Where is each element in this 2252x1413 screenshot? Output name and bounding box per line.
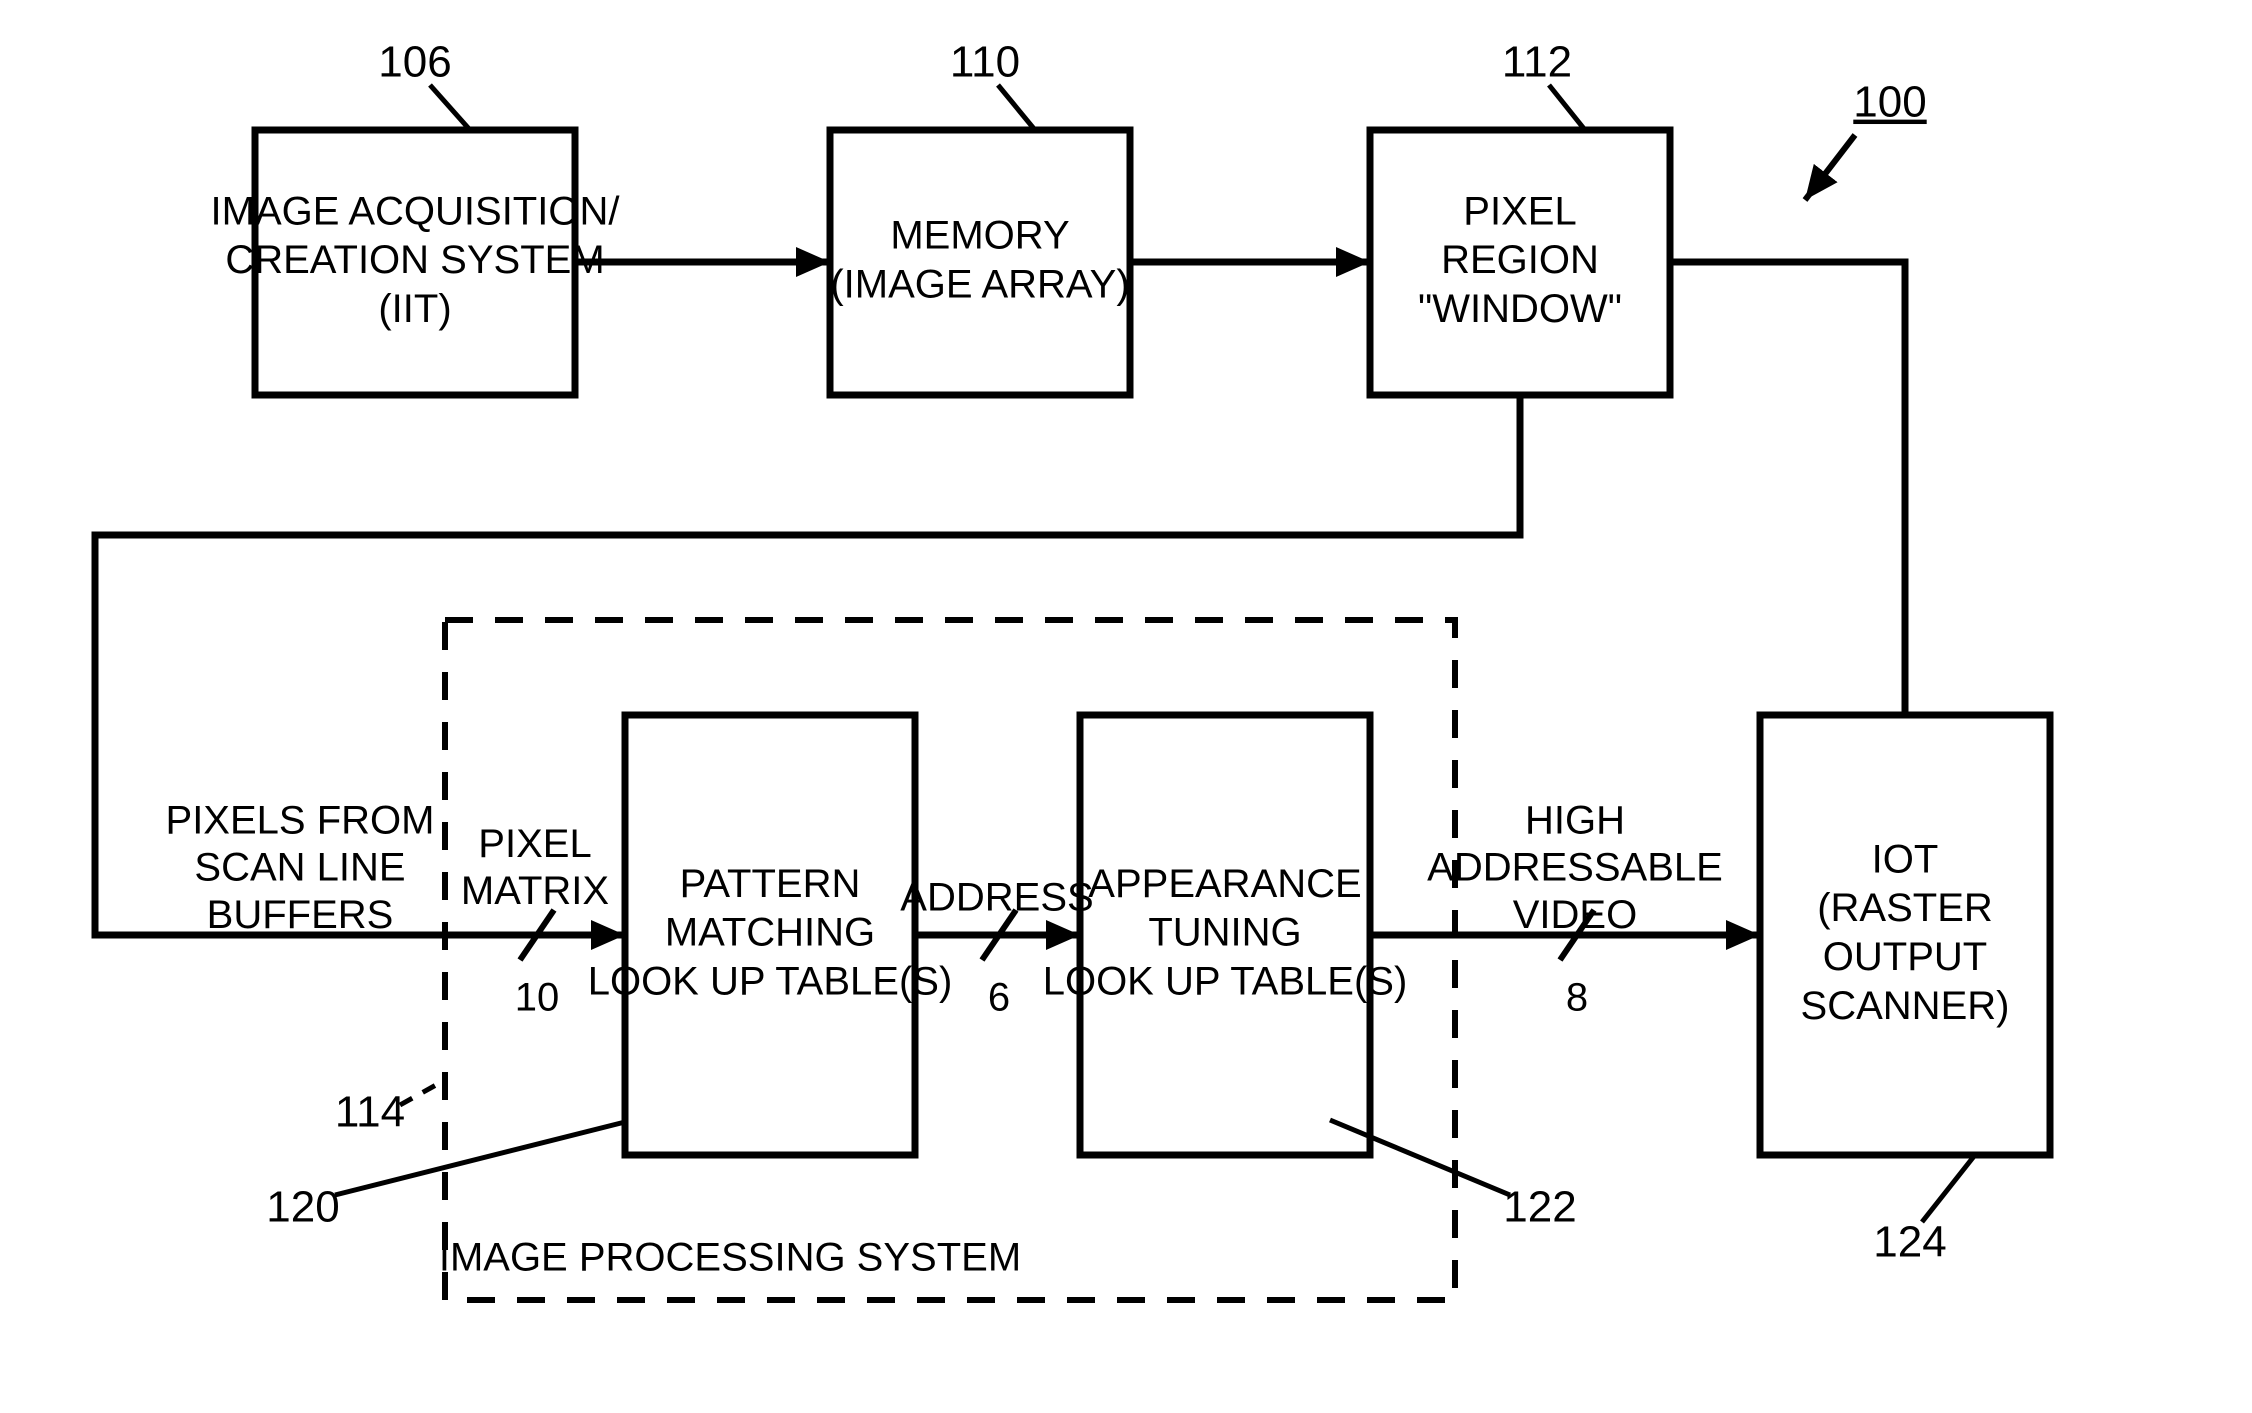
refnum: 122 — [1503, 1183, 1576, 1232]
svg-text:PIXEL: PIXEL — [1463, 189, 1576, 233]
svg-text:LOOK UP TABLE(S): LOOK UP TABLE(S) — [1043, 959, 1408, 1003]
svg-text:PATTERN: PATTERN — [680, 862, 861, 906]
svg-text:BUFFERS: BUFFERS — [207, 893, 394, 937]
refnum: 110 — [950, 38, 1020, 87]
svg-text:PIXELS FROM: PIXELS FROM — [166, 798, 435, 842]
svg-text:(IIT): (IIT) — [378, 287, 451, 331]
svg-text:OUTPUT: OUTPUT — [1823, 935, 1987, 979]
svg-text:REGION: REGION — [1441, 238, 1599, 282]
refnum: 124 — [1873, 1218, 1946, 1267]
svg-text:MATCHING: MATCHING — [665, 911, 875, 955]
refnum: 112 — [1502, 38, 1572, 87]
refnum: 114 — [335, 1088, 405, 1137]
svg-text:8: 8 — [1566, 976, 1588, 1020]
svg-text:10: 10 — [515, 976, 560, 1020]
svg-text:HIGH: HIGH — [1525, 798, 1625, 842]
svg-text:LOOK UP TABLE(S): LOOK UP TABLE(S) — [588, 959, 953, 1003]
svg-text:CREATION SYSTEM: CREATION SYSTEM — [225, 238, 604, 282]
refnum: 106 — [378, 38, 451, 87]
svg-text:VIDEO: VIDEO — [1513, 893, 1637, 937]
svg-text:6: 6 — [988, 976, 1010, 1020]
edge-win-iot — [1670, 262, 1905, 715]
svg-text:SCAN LINE: SCAN LINE — [194, 846, 405, 890]
svg-text:(RASTER: (RASTER — [1817, 886, 1993, 930]
svg-text:MEMORY: MEMORY — [890, 214, 1069, 258]
svg-text:ADDRESSABLE: ADDRESSABLE — [1427, 846, 1723, 890]
svg-text:(IMAGE ARRAY): (IMAGE ARRAY) — [830, 262, 1129, 306]
refnum: 100 — [1853, 78, 1926, 127]
svg-text:TUNING: TUNING — [1148, 911, 1301, 955]
svg-text:SCANNER): SCANNER) — [1801, 984, 2010, 1028]
svg-text:PIXEL: PIXEL — [478, 822, 591, 866]
svg-text:MATRIX: MATRIX — [461, 869, 609, 913]
refnum: 120 — [266, 1183, 339, 1232]
svg-text:IMAGE ACQUISITION/: IMAGE ACQUISITION/ — [211, 189, 621, 233]
svg-text:IOT: IOT — [1872, 837, 1939, 881]
svg-text:APPEARANCE: APPEARANCE — [1088, 862, 1361, 906]
dashed-box-caption: IMAGE PROCESSING SYSTEM — [439, 1236, 1021, 1280]
svg-text:"WINDOW": "WINDOW" — [1418, 287, 1622, 331]
svg-text:ADDRESS: ADDRESS — [900, 876, 1093, 920]
